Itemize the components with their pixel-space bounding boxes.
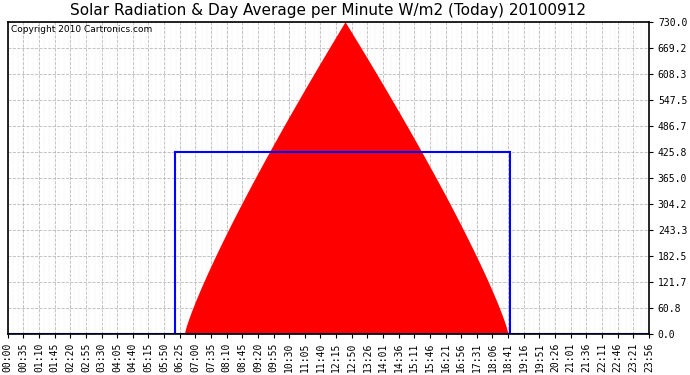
Text: Copyright 2010 Cartronics.com: Copyright 2010 Cartronics.com [11,25,152,34]
Title: Solar Radiation & Day Average per Minute W/m2 (Today) 20100912: Solar Radiation & Day Average per Minute… [70,3,586,18]
